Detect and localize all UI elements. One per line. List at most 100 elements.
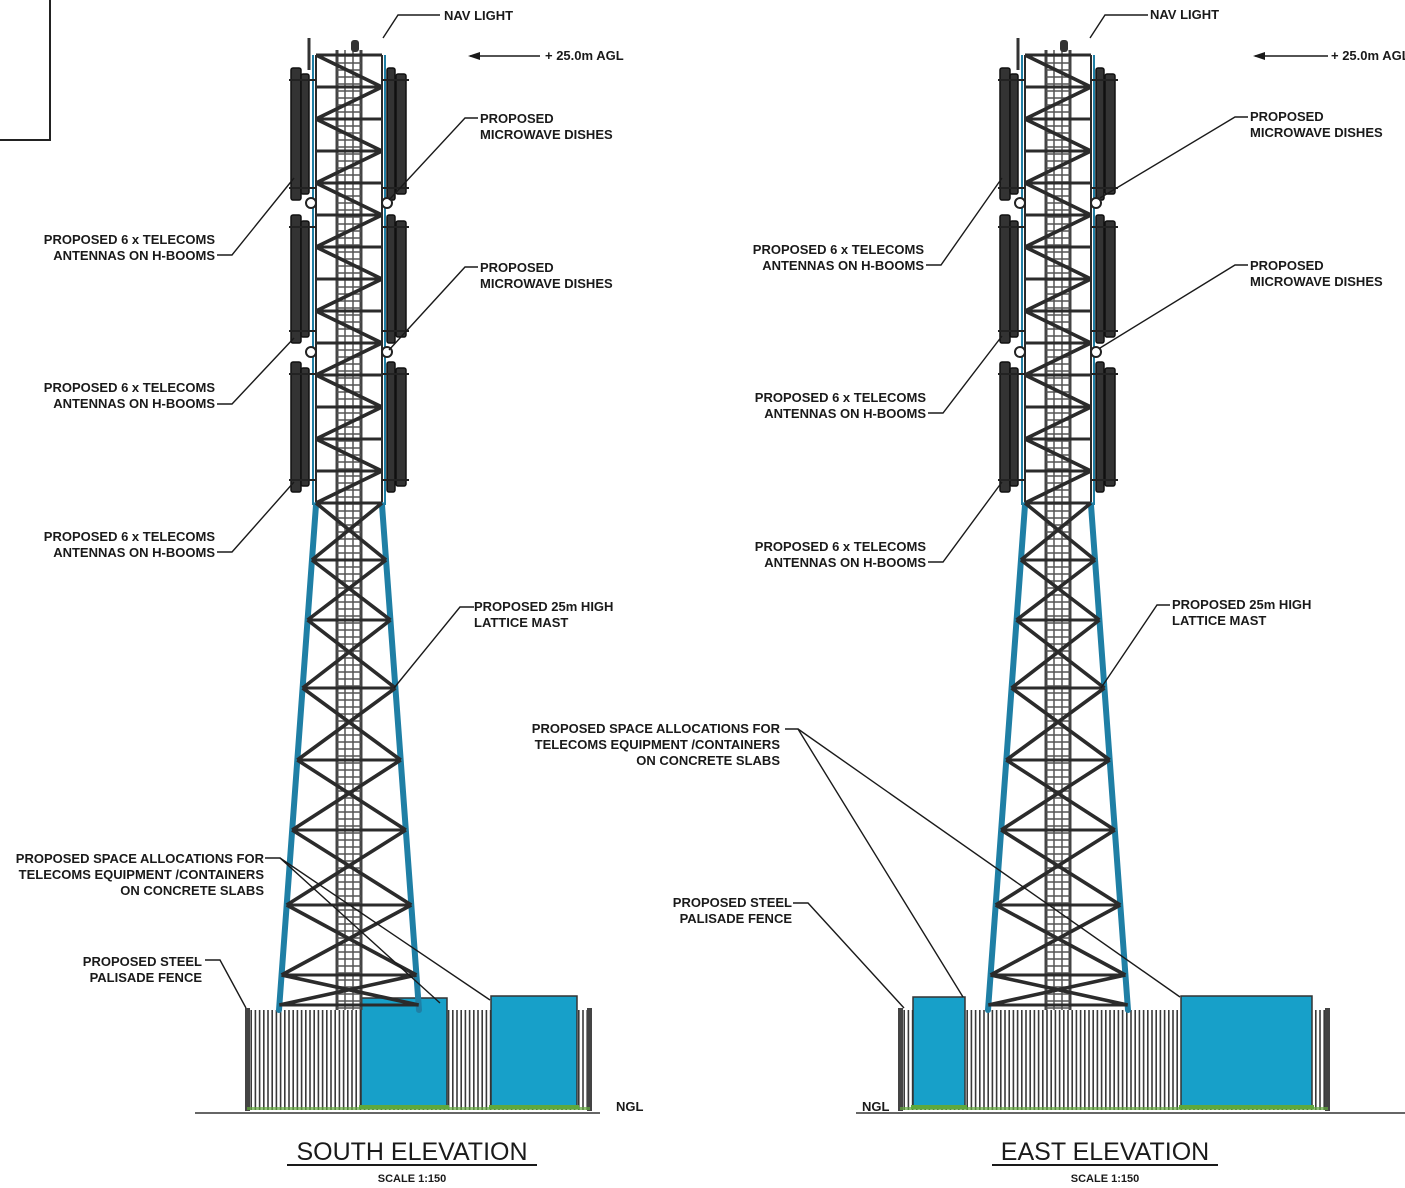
diagonal-brace [315, 469, 383, 505]
diagonal-brace [315, 85, 383, 121]
space-line2: TELECOMS EQUIPMENT /CONTAINERS [535, 737, 781, 752]
diagonal-brace [1000, 758, 1111, 832]
diagonal-brace [1019, 501, 1093, 562]
diagonal-brace [1015, 558, 1097, 622]
antennas-1-line1: PROPOSED 6 x TELECOMS [753, 242, 925, 257]
diagonal-brace [315, 53, 383, 89]
dishes-lower-line1: PROPOSED [480, 260, 554, 275]
diagonal-brace [1024, 53, 1092, 89]
lattice-mast [856, 38, 1405, 1114]
antennas-3-line1: PROPOSED 6 x TELECOMS [755, 539, 927, 554]
mast-leg [276, 502, 319, 1013]
height-marker-label: + 25.0m AGL [545, 48, 624, 63]
antenna-array [998, 67, 1118, 493]
diagonal-brace [1015, 618, 1106, 690]
diagonal-brace [987, 973, 1126, 1007]
dishes-lower-line2: MICROWAVE DISHES [1250, 274, 1383, 289]
diagonal-brace [315, 277, 383, 313]
antenna-panel [1095, 361, 1105, 493]
dishes-lower-line2: MICROWAVE DISHES [480, 276, 613, 291]
ngl-label: NGL [862, 1099, 890, 1114]
diagonal-brace [1024, 341, 1092, 377]
equipment-container [912, 996, 966, 1109]
diagonal-brace [1005, 686, 1106, 762]
antennas-2-line1: PROPOSED 6 x TELECOMS [44, 380, 216, 395]
antenna-panel [999, 361, 1011, 493]
antenna-panel [395, 73, 407, 195]
mast-leg [1088, 502, 1131, 1013]
diagonal-brace [315, 309, 383, 345]
diagonal-brace [315, 245, 383, 281]
antenna-panel [1009, 73, 1019, 195]
diagonal-brace [1010, 686, 1111, 762]
title-block-frame [0, 0, 51, 141]
diagonal-brace [310, 501, 384, 562]
mast-legs [985, 55, 1131, 1013]
antenna-panel [1104, 73, 1116, 195]
scale-label: SCALE 1:150 [378, 1173, 446, 1185]
antenna-panel [999, 214, 1011, 344]
diagonal-brace [1024, 405, 1092, 441]
diagonal-brace [285, 903, 418, 977]
microwave-dish [1090, 197, 1102, 209]
antenna-panel [300, 220, 310, 338]
nav-light-label: NAV LIGHT [444, 8, 513, 23]
diagonal-brace [1000, 828, 1122, 907]
antenna-panel [999, 67, 1011, 201]
microwave-dish [1090, 346, 1102, 358]
diagonal-brace [278, 973, 417, 1007]
antenna-panel [290, 361, 302, 493]
diagonal-brace [1019, 558, 1101, 622]
dishes-upper-line2: MICROWAVE DISHES [480, 127, 613, 142]
nav-light-icon [351, 40, 359, 52]
south-elevation: NAV LIGHT + 25.0m AGL PROPOSED MICROWAVE… [16, 8, 644, 1185]
diagonal-brace [291, 758, 402, 832]
fence-post [898, 1008, 903, 1111]
antenna-array [289, 67, 409, 493]
concrete-slab [247, 1107, 590, 1110]
diagonal-brace [280, 903, 413, 977]
antennas-1-line2: ANTENNAS ON H-BOOMS [762, 258, 924, 273]
diagonal-brace [1024, 85, 1092, 121]
diagonal-brace [1023, 501, 1097, 562]
mast-line2: LATTICE MAST [474, 615, 568, 630]
diagonal-brace [994, 903, 1127, 977]
microwave-dish [305, 197, 317, 209]
antennas-3-line1: PROPOSED 6 x TELECOMS [44, 529, 216, 544]
scale-label: SCALE 1:150 [1071, 1173, 1139, 1185]
fence-line2: PALISADE FENCE [90, 970, 203, 985]
antenna-panel [1009, 367, 1019, 487]
diagonal-brace [306, 558, 388, 622]
diagonal-brace [1010, 618, 1101, 690]
space-line1: PROPOSED SPACE ALLOCATIONS FOR [16, 851, 265, 866]
diagonal-brace [1024, 181, 1092, 217]
diagonal-brace [315, 437, 383, 473]
space-line2: TELECOMS EQUIPMENT /CONTAINERS [19, 867, 265, 882]
equipment-container [360, 997, 448, 1109]
diagonal-brace [315, 373, 383, 409]
antennas-1-line2: ANTENNAS ON H-BOOMS [53, 248, 215, 263]
diagonal-brace [1024, 437, 1092, 473]
diagonal-brace [1024, 117, 1092, 153]
diagonal-brace [315, 213, 383, 249]
dishes-upper-line1: PROPOSED [480, 111, 554, 126]
height-marker-label: + 25.0m AGL [1331, 48, 1405, 63]
antenna-panel [1009, 220, 1019, 338]
diagonal-brace [301, 686, 402, 762]
lattice-mast [195, 38, 600, 1114]
diagonal-brace [1024, 149, 1092, 185]
mast-line2: LATTICE MAST [1172, 613, 1266, 628]
fence-line1: PROPOSED STEEL [673, 895, 792, 910]
antenna-panel [395, 367, 407, 487]
space-line3: ON CONCRETE SLABS [120, 883, 264, 898]
diagonal-brace [291, 828, 413, 907]
diagonal-brace [1024, 245, 1092, 281]
diagonal-brace [315, 341, 383, 377]
microwave-dish [305, 346, 317, 358]
antenna-panel [1104, 220, 1116, 338]
antenna-panel [386, 361, 396, 493]
east-elevation: NAV LIGHT + 25.0m AGL PROPOSED MICROWAVE… [532, 7, 1405, 1185]
diagonal-brace [315, 117, 383, 153]
antennas-3-line2: ANTENNAS ON H-BOOMS [53, 545, 215, 560]
